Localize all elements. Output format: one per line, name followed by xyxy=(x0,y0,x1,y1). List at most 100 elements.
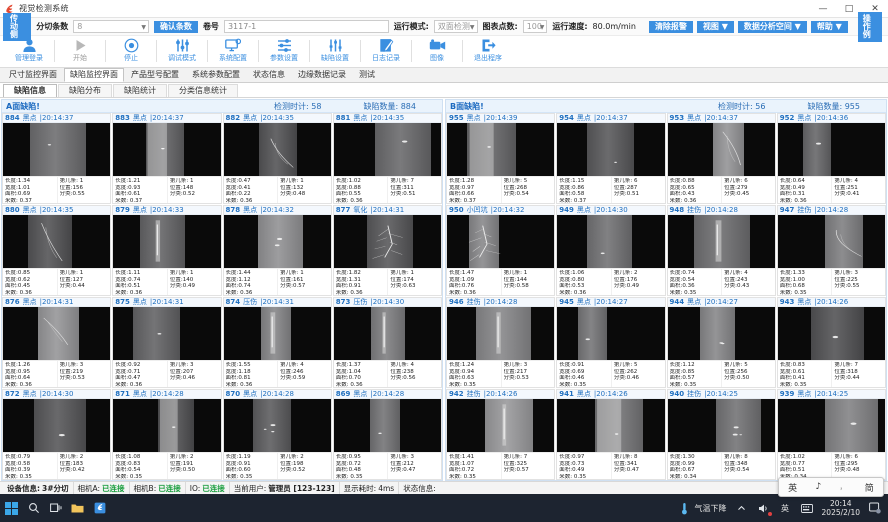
toolbar-button-equalizer[interactable]: 参数设置 xyxy=(259,36,309,68)
defect-card[interactable]: 950 小凹坑 |20:14:32 长度:1.47 宽度:1.09 面积:0.76 米数: … xyxy=(446,205,556,296)
defect-card[interactable]: 871 黑点 |20:14:28 长度:1.08 宽度:0.83 面积:0.54 米数: 0… xyxy=(112,389,222,480)
defect-card[interactable]: 884 黑点 |20:14:37 长度:1.34 宽度:1.01 面积:0.69 米数: 0… xyxy=(2,113,112,204)
defect-image[interactable] xyxy=(223,215,331,268)
ime-popup[interactable]: 英 ♪ ， 简 xyxy=(778,477,884,497)
defect-card[interactable]: 870 黑点 |20:14:28 长度:1.19 宽度:0.91 面积:0.60 米数: 0… xyxy=(222,389,332,480)
defect-image[interactable] xyxy=(777,307,885,360)
defect-image[interactable] xyxy=(667,307,775,360)
taskbar-clock[interactable]: 20:14 2025/2/10 xyxy=(822,499,860,517)
toolbar-button-monitor-config[interactable]: 系统配置 xyxy=(208,36,258,68)
main-tab-1[interactable]: 缺陷监控界面 xyxy=(64,68,124,82)
defect-image[interactable] xyxy=(333,123,441,176)
sub-tab-3[interactable]: 分类信息统计 xyxy=(168,84,238,97)
defect-card[interactable]: 872 黑点 |20:14:30 长度:0.79 宽度:0.58 面积:0.39 米数: 0… xyxy=(2,389,112,480)
action-button-1[interactable]: 视图 ▼ xyxy=(696,20,734,33)
main-tab-5[interactable]: 边缘数据记录 xyxy=(292,68,352,82)
close-button[interactable]: ✕ xyxy=(871,4,879,14)
sub-tab-0[interactable]: 缺陷信息 xyxy=(3,84,57,97)
defect-image[interactable] xyxy=(3,123,111,176)
defect-card[interactable]: 940 挂伤 |20:14:25 长度:1.30 宽度:0.99 面积:0.67 米数: 0… xyxy=(666,389,776,480)
chevron-up-icon[interactable] xyxy=(734,501,749,516)
ime-mode-icon[interactable]: ♪ xyxy=(815,482,822,492)
defect-image[interactable] xyxy=(557,307,665,360)
defect-card[interactable]: 945 黑点 |20:14:27 长度:0.91 宽度:0.69 面积:0.46 米数: 0… xyxy=(556,297,666,388)
defect-card[interactable]: 875 黑点 |20:14:31 长度:0.92 宽度:0.71 面积:0.47 米数: 0… xyxy=(112,297,222,388)
defect-image[interactable] xyxy=(3,215,111,268)
toolbar-button-stop[interactable]: 停止 xyxy=(106,36,156,68)
action-button-3[interactable]: 帮助 ▼ xyxy=(810,20,848,33)
defect-image[interactable] xyxy=(113,123,221,176)
defect-image[interactable] xyxy=(223,307,331,360)
defect-card[interactable]: 874 压伤 |20:14:31 长度:1.55 宽度:1.18 面积:0.81 米数: 0… xyxy=(222,297,332,388)
defect-image[interactable] xyxy=(113,399,221,452)
side-tab-drive[interactable]: 传动侧 xyxy=(3,12,32,41)
defect-card[interactable]: 953 黑点 |20:14:37 长度:0.88 宽度:0.65 面积:0.43 米数: 0… xyxy=(666,113,776,204)
slit-count-select[interactable]: 8 ▼ xyxy=(73,20,149,33)
defect-card[interactable]: 941 黑点 |20:14:26 长度:0.97 宽度:0.73 面积:0.49 米数: 0… xyxy=(556,389,666,480)
defect-card[interactable]: 878 黑点 |20:14:32 长度:1.44 宽度:1.12 面积:0.74 米数: 0… xyxy=(222,205,332,296)
defect-card[interactable]: 947 挂伤 |20:14:28 长度:1.33 宽度:1.00 面积:0.68 米数: 0… xyxy=(776,205,886,296)
defect-card[interactable]: 943 黑点 |20:14:26 长度:0.83 宽度:0.61 面积:0.41 米数: 0… xyxy=(776,297,886,388)
defect-image[interactable] xyxy=(557,123,665,176)
defect-image[interactable] xyxy=(667,123,775,176)
defect-card[interactable]: 946 挂伤 |20:14:28 长度:1.24 宽度:0.94 面积:0.63 米数: 0… xyxy=(446,297,556,388)
defect-image[interactable] xyxy=(333,399,441,452)
roll-number-input[interactable]: 3117-1 xyxy=(223,20,389,33)
toolbar-button-document-edit[interactable]: 日志记录 xyxy=(361,36,411,68)
defect-image[interactable] xyxy=(447,307,555,360)
defect-card[interactable]: 869 黑点 |20:14:28 长度:0.95 宽度:0.72 面积:0.48 米数: 0… xyxy=(332,389,442,480)
defect-card[interactable]: 876 黑点 |20:14:31 长度:1.26 宽度:0.95 面积:0.64 米数: 0… xyxy=(2,297,112,388)
defect-image[interactable] xyxy=(223,399,331,452)
defect-image[interactable] xyxy=(447,215,555,268)
defect-image[interactable] xyxy=(777,215,885,268)
ime-punct-icon[interactable]: ， xyxy=(839,483,847,491)
defect-card[interactable]: 877 氧化 |20:14:31 长度:1.82 宽度:1.31 面积:0.91 米数: 0… xyxy=(332,205,442,296)
ime-shape-toggle[interactable]: 简 xyxy=(864,483,874,494)
defect-image[interactable] xyxy=(333,215,441,268)
defect-image[interactable] xyxy=(557,215,665,268)
sub-tab-2[interactable]: 缺陷统计 xyxy=(113,84,167,97)
main-tab-6[interactable]: 测试 xyxy=(353,68,381,82)
defect-image[interactable] xyxy=(113,307,221,360)
defect-image[interactable] xyxy=(667,215,775,268)
defect-card[interactable]: 954 黑点 |20:14:37 长度:1.15 宽度:0.86 面积:0.58 米数: 0… xyxy=(556,113,666,204)
confirm-count-button[interactable]: 确认条数 xyxy=(153,20,198,33)
toolbar-button-camera[interactable]: 图像 xyxy=(412,36,462,68)
defect-image[interactable] xyxy=(3,399,111,452)
defect-card[interactable]: 952 黑点 |20:14:36 长度:0.64 宽度:0.49 面积:0.31 米数: 0… xyxy=(776,113,886,204)
search-icon[interactable] xyxy=(26,501,41,516)
minimize-button[interactable]: — xyxy=(818,4,828,14)
run-mode-select[interactable]: 双面检测 ▼ xyxy=(433,20,478,33)
notification-icon[interactable] xyxy=(867,501,882,516)
ops-button[interactable]: 操作例 xyxy=(857,11,882,42)
defect-image[interactable] xyxy=(447,399,555,452)
defect-image[interactable] xyxy=(777,123,885,176)
defect-image[interactable] xyxy=(667,399,775,452)
defect-card[interactable]: 873 压伤 |20:14:30 长度:1.37 宽度:1.04 面积:0.70 米数: 0… xyxy=(332,297,442,388)
defect-card[interactable]: 880 黑点 |20:14:35 长度:0.85 宽度:0.62 面积:0.45 米数: 0… xyxy=(2,205,112,296)
toolbar-button-faders[interactable]: 缺陷设置 xyxy=(310,36,360,68)
action-button-2[interactable]: 数据分析空间 ▼ xyxy=(737,20,807,33)
toolbar-button-user[interactable]: 管理登录 xyxy=(4,36,54,68)
main-tab-4[interactable]: 状态信息 xyxy=(247,68,291,82)
sub-tab-1[interactable]: 缺陷分布 xyxy=(58,84,112,97)
defect-card[interactable]: 955 黑点 |20:14:39 长度:1.28 宽度:0.97 面积:0.66 米数: 0… xyxy=(446,113,556,204)
defect-image[interactable] xyxy=(113,215,221,268)
app-icon[interactable] xyxy=(92,501,107,516)
volume-icon[interactable] xyxy=(756,501,772,516)
main-tab-3[interactable]: 系统参数配置 xyxy=(186,68,246,82)
defect-image[interactable] xyxy=(333,307,441,360)
defect-card[interactable]: 881 黑点 |20:14:35 长度:1.02 宽度:0.88 面积:0.55 米数: 0… xyxy=(332,113,442,204)
folder-icon[interactable] xyxy=(70,501,85,516)
defect-image[interactable] xyxy=(777,399,885,452)
defect-image[interactable] xyxy=(447,123,555,176)
ime-lang-indicator[interactable]: 英 xyxy=(781,503,790,513)
toolbar-button-play[interactable]: 开始 xyxy=(55,36,105,68)
chart-points-select[interactable]: 100 ▼ xyxy=(522,20,548,33)
task-view-icon[interactable] xyxy=(48,501,63,516)
defect-card[interactable]: 879 黑点 |20:14:33 长度:1.11 宽度:0.74 面积:0.51 米数: 0… xyxy=(112,205,222,296)
ime-lang-toggle[interactable]: 英 xyxy=(788,483,798,494)
defect-card[interactable]: 882 黑点 |20:14:35 长度:0.47 宽度:0.41 面积:0.22 米数: 0… xyxy=(222,113,332,204)
defect-image[interactable] xyxy=(557,399,665,452)
